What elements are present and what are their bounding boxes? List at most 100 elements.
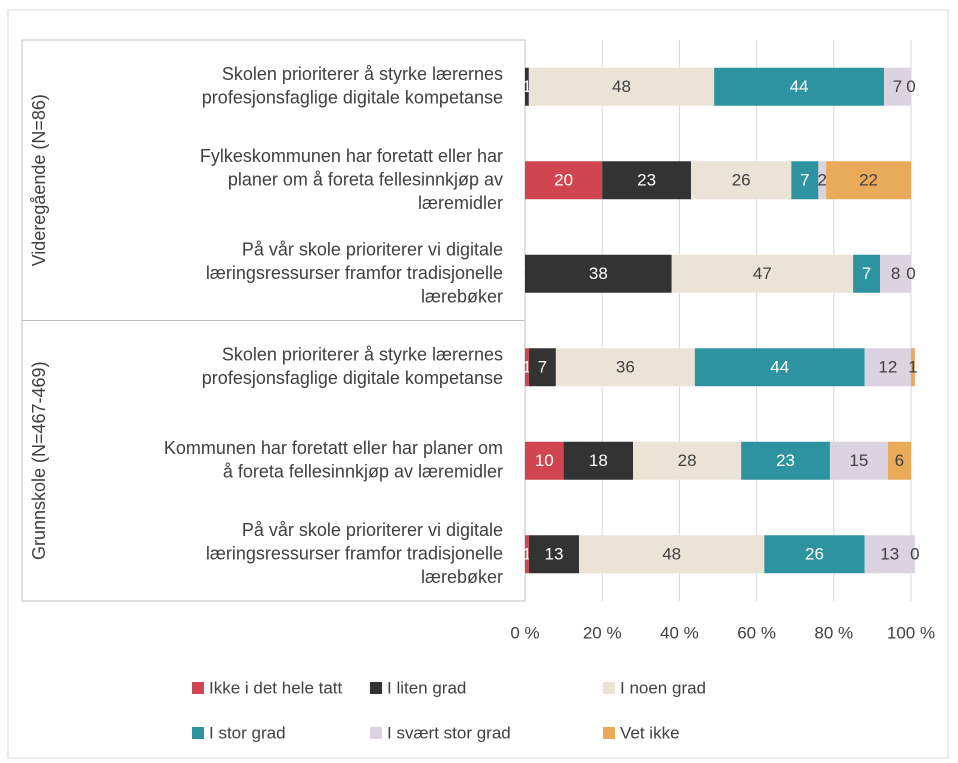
data-label: 23 — [637, 171, 656, 190]
bar-segment — [764, 535, 865, 574]
category-line: Fylkeskommunen har foretatt eller har — [200, 146, 503, 166]
chart-frame — [7, 9, 949, 759]
legend-swatch — [603, 682, 615, 694]
category-line: På vår skole prioriterer vi digitale — [242, 520, 503, 540]
data-label: 1 — [908, 358, 917, 377]
category-label: Kommunen har foretatt eller har planer o… — [164, 438, 503, 482]
x-tick-label: 60 % — [737, 623, 776, 642]
data-label: 0 — [906, 264, 915, 283]
category-label: Skolen prioriterer å styrke lærernes prof… — [202, 64, 503, 108]
bar-segment — [887, 441, 911, 480]
data-label: 26 — [805, 545, 824, 564]
data-label: 48 — [662, 545, 681, 564]
bar-segment — [528, 348, 556, 387]
data-label: 7 — [862, 264, 871, 283]
bar-segment — [602, 161, 691, 200]
category-line: planer om å foreta fellesinnkjøp av — [228, 169, 503, 189]
data-label: 18 — [589, 451, 608, 470]
data-label: 0 — [906, 77, 915, 96]
data-label: 0 — [910, 545, 919, 564]
bar-segment — [818, 161, 827, 200]
category-line: Kommunen har foretatt eller har planer o… — [164, 438, 503, 458]
data-label: 13 — [880, 545, 899, 564]
category-label: Skolen prioriterer å styrke lærernes prof… — [202, 344, 503, 388]
bar-segment — [528, 67, 715, 106]
bar-segment — [883, 67, 911, 106]
legend-label: I liten grad — [387, 678, 466, 697]
bar-segment — [525, 67, 529, 106]
x-tick-label: 20 % — [583, 623, 622, 642]
data-label: 26 — [732, 171, 751, 190]
bar-segment — [633, 441, 742, 480]
data-label: 15 — [849, 451, 868, 470]
data-label: 13 — [544, 545, 563, 564]
bar-segment — [525, 348, 529, 387]
category-label: På vår skole prioriterer vi digitale læri… — [206, 520, 503, 587]
data-label: 10 — [535, 451, 554, 470]
legend-swatch — [192, 727, 204, 739]
legend-swatch — [192, 682, 204, 694]
bar-segment — [579, 535, 765, 574]
data-label: 12 — [878, 358, 897, 377]
data-label: 28 — [678, 451, 697, 470]
category-line: læringsressurser framfor tradisjonelle — [206, 543, 503, 563]
data-label: 22 — [859, 171, 878, 190]
bar-segment — [563, 441, 634, 480]
data-label: 47 — [753, 264, 772, 283]
data-label: 36 — [616, 358, 635, 377]
category-line: læremidler — [418, 193, 503, 213]
bar-segment — [864, 348, 911, 387]
category-label: På vår skole prioriterer vi digitale læri… — [206, 239, 503, 306]
bar-segment — [829, 441, 888, 480]
bar-segment — [741, 441, 830, 480]
bar-segment — [826, 161, 911, 200]
data-label: 23 — [776, 451, 795, 470]
category-label: Fylkeskommunen har foretatt eller har pla… — [200, 146, 503, 213]
data-label: 48 — [612, 77, 631, 96]
bar-segment — [528, 535, 580, 574]
x-tick-label: 40 % — [660, 623, 699, 642]
legend-label: I noen grad — [620, 678, 706, 697]
data-label: 38 — [589, 264, 608, 283]
bar-segment — [525, 441, 564, 480]
data-label: 1 — [522, 358, 531, 377]
category-line: Skolen prioriterer å styrke lærernes — [222, 344, 503, 364]
bar-segment — [714, 67, 884, 106]
x-tick-label: 80 % — [814, 623, 853, 642]
legend-swatch — [370, 727, 382, 739]
bar-segment — [911, 348, 915, 387]
bar-segment — [555, 348, 695, 387]
legend-label: Ikke i det hele tatt — [209, 678, 343, 697]
legend-label: Vet ikke — [620, 723, 680, 742]
x-tick-label: 100 % — [887, 623, 935, 642]
data-label: 7 — [538, 358, 547, 377]
category-line: Skolen prioriterer å styrke lærernes — [222, 64, 503, 84]
category-line: lærebøker — [421, 286, 503, 306]
group-label: Videregående (N=86) — [29, 94, 49, 266]
legend-swatch — [370, 682, 382, 694]
data-label: 7 — [800, 171, 809, 190]
data-label: 2 — [817, 171, 826, 190]
category-line: På vår skole prioriterer vi digitale — [242, 239, 503, 259]
data-label: 7 — [893, 77, 902, 96]
bar-segment — [525, 535, 529, 574]
data-label: 20 — [554, 171, 573, 190]
data-label: 1 — [522, 545, 531, 564]
group-label: Grunnskole (N=467-469) — [29, 361, 49, 560]
data-label: 1 — [522, 77, 531, 96]
bar-segment — [690, 161, 792, 200]
bar-segment — [791, 161, 819, 200]
legend-label: I svært stor grad — [387, 723, 511, 742]
bar-segment — [864, 535, 915, 574]
bar-segment — [671, 254, 854, 293]
bar-segment — [525, 254, 672, 293]
legend-swatch — [603, 727, 615, 739]
x-tick-label: 0 % — [510, 623, 539, 642]
bar-segment — [525, 161, 603, 200]
category-line: å foreta fellesinnkjøp av læremidler — [223, 461, 503, 481]
bar-segment — [880, 254, 911, 293]
legend-label: I stor grad — [209, 723, 286, 742]
data-label: 44 — [790, 77, 809, 96]
data-label: 6 — [895, 451, 904, 470]
